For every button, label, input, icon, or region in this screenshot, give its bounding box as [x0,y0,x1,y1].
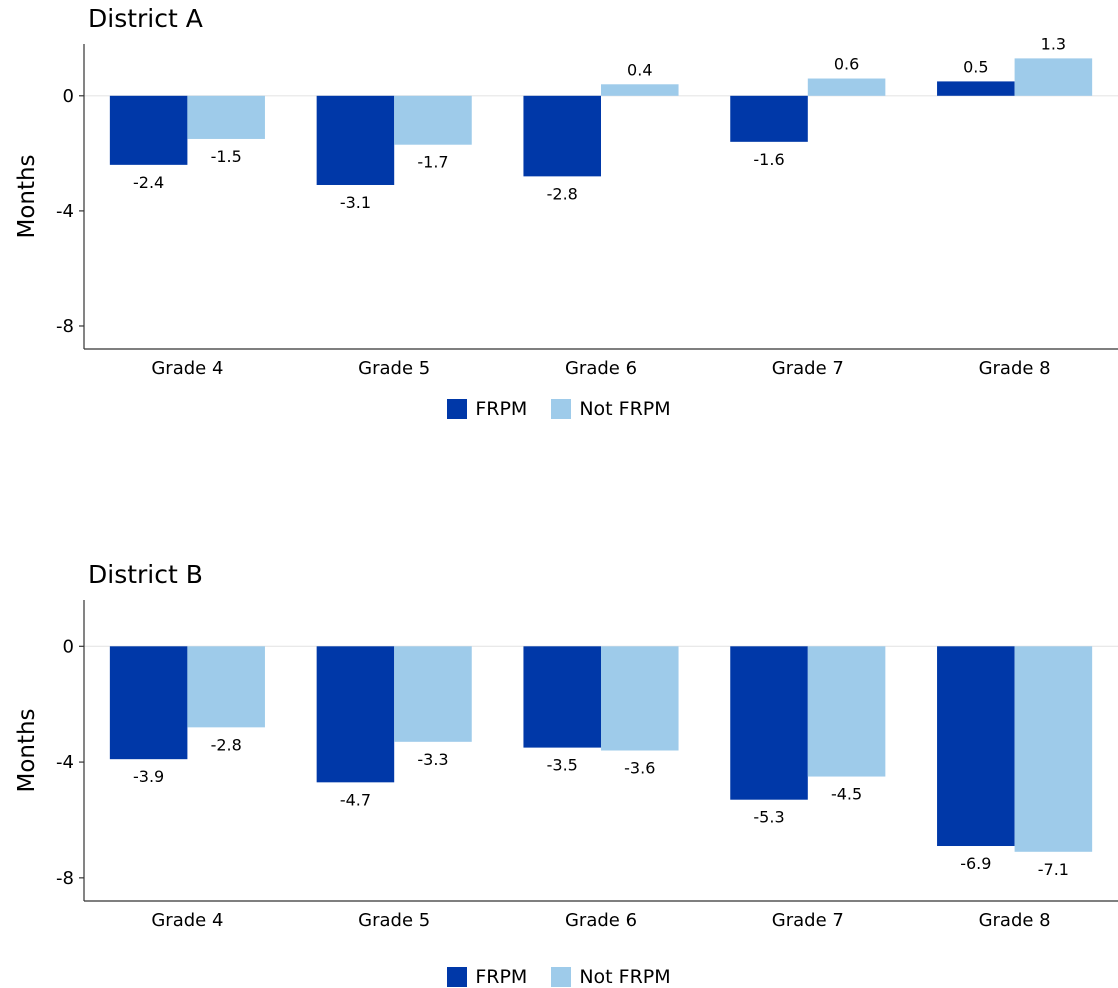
y-tick-label: -8 [56,316,74,337]
legend-item-frpm: FRPM [447,398,527,420]
legend-label: FRPM [475,966,528,988]
data-label: -3.3 [417,750,448,769]
chart-title: District B [88,560,203,589]
legend: FRPM Not FRPM [0,966,1118,988]
bar-not-frpm-grade-5 [394,95,472,145]
legend-item-frpm: FRPM [447,966,527,988]
bar-frpm-grade-8 [937,646,1015,847]
bar-not-frpm-grade-4 [187,646,265,728]
data-label: -2.8 [547,184,578,203]
y-tick-label: 0 [63,86,74,107]
chart-panel-district-b: District B -3.9 -2.8 Grade 4 -4.7 -3.3 Grade … [0,548,1118,988]
data-label: -1.6 [753,150,784,169]
y-tick-label: -8 [56,868,74,889]
x-tick-label: Grade 5 [358,910,430,931]
x-tick-label: Grade 7 [772,910,844,931]
bar-frpm-grade-6 [523,646,601,748]
legend-item-not-frpm: Not FRPM [551,398,671,420]
bar-chart-district-a: -2.4 -1.5 Grade 4 -3.1 -1.7 Grade 5 -2.8 0.4 Gra… [14,34,1118,379]
chart-panel-district-a: District A -2.4 -1.5 Grade 4 -3.1 -1.7 Grade … [0,0,1118,440]
legend-swatch-frpm [447,967,468,987]
bar-frpm-grade-4 [109,646,188,760]
bar-frpm-grade-7 [730,95,808,142]
data-label: 1.3 [1041,34,1066,53]
bar-frpm-grade-5 [316,95,395,185]
legend-swatch-frpm [447,399,468,419]
bar-not-frpm-grade-7 [807,646,886,777]
data-label: -2.8 [211,735,242,754]
chart-title: District A [88,4,203,33]
data-label: -3.5 [547,756,578,775]
bar-frpm-grade-6 [523,95,601,177]
data-label: -4.5 [831,785,862,804]
y-axis-label: Months [14,154,40,238]
data-label: -6.9 [960,854,991,873]
legend-label: Not FRPM [579,966,671,988]
legend-label: FRPM [475,398,528,420]
legend-swatch-not-frpm [551,967,572,987]
data-label: -3.1 [340,193,371,212]
x-tick-label: Grade 4 [151,358,223,379]
x-tick-label: Grade 5 [358,358,430,379]
x-tick-label: Grade 6 [565,910,637,931]
data-label: 0.6 [834,55,859,74]
data-label: -4.7 [340,790,371,809]
bar-frpm-grade-7 [730,646,808,800]
legend-label: Not FRPM [579,398,671,420]
bar-not-frpm-grade-8 [1014,58,1093,96]
y-tick-label: 0 [63,636,74,657]
y-tick-label: -4 [56,752,74,773]
bar-not-frpm-grade-6 [601,646,679,751]
x-tick-label: Grade 8 [979,910,1051,931]
y-tick-label: -4 [56,201,74,222]
x-tick-label: Grade 7 [772,358,844,379]
legend-swatch-not-frpm [551,399,572,419]
data-label: 0.4 [627,60,652,79]
bar-not-frpm-grade-5 [394,646,472,742]
x-tick-label: Grade 4 [151,910,223,931]
x-tick-label: Grade 6 [565,358,637,379]
bar-not-frpm-grade-6 [601,84,679,96]
bar-frpm-grade-4 [109,95,188,165]
legend: FRPM Not FRPM [0,398,1118,420]
bar-not-frpm-grade-7 [807,78,886,96]
x-tick-label: Grade 8 [979,358,1051,379]
y-axis-label: Months [14,708,40,792]
legend-item-not-frpm: Not FRPM [551,966,671,988]
data-label: -2.4 [133,173,164,192]
data-label: -3.6 [624,759,655,778]
bar-chart-district-b: -3.9 -2.8 Grade 4 -4.7 -3.3 Grade 5 -3.5 -3.6 Gr… [14,600,1118,931]
bar-not-frpm-grade-4 [187,95,265,139]
data-label: 0.5 [963,57,988,76]
bar-frpm-grade-8 [937,81,1015,96]
data-label: -7.1 [1038,860,1069,879]
data-label: -1.5 [211,147,242,166]
data-label: -1.7 [417,153,448,172]
data-label: -3.9 [133,767,164,786]
bar-frpm-grade-5 [316,646,395,783]
data-label: -5.3 [753,808,784,827]
bar-not-frpm-grade-8 [1014,646,1093,852]
